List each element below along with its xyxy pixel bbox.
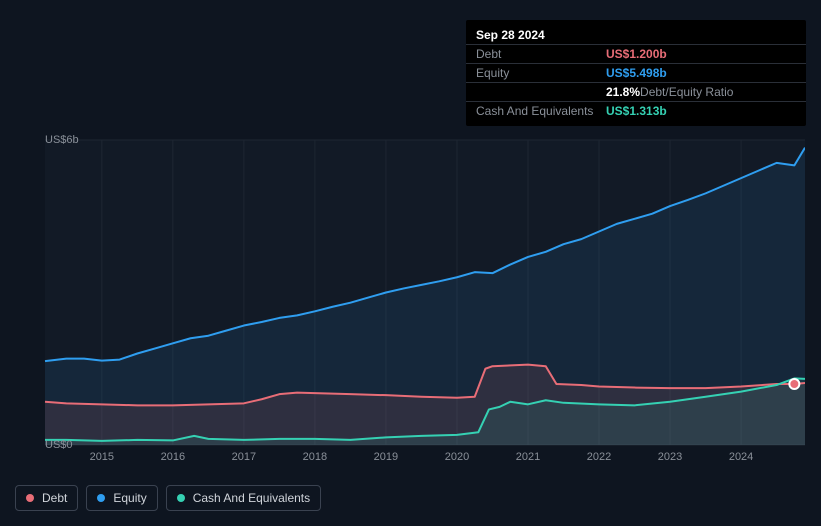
chart-svg <box>15 125 805 465</box>
legend-label: Cash And Equivalents <box>193 491 310 505</box>
tooltip-row: 21.8% Debt/Equity Ratio <box>466 83 806 102</box>
tooltip-suffix: Debt/Equity Ratio <box>640 85 733 99</box>
tooltip-row: EquityUS$5.498b <box>466 64 806 83</box>
x-axis-label: 2018 <box>303 445 327 463</box>
legend-dot <box>26 494 34 502</box>
x-axis-label: 2022 <box>587 445 611 463</box>
x-axis-label: 2020 <box>445 445 469 463</box>
tooltip-value: US$1.200b <box>606 47 667 61</box>
financial-chart[interactable]: US$0 US$6b 2015 2016 2017 2018 2019 2020 2021 20… <box>15 125 805 465</box>
legend-item-equity[interactable]: Equity <box>86 485 157 511</box>
tooltip-date: Sep 28 2024 <box>476 28 545 42</box>
legend-item-debt[interactable]: Debt <box>15 485 78 511</box>
tooltip-label: Debt <box>476 47 606 61</box>
tooltip-value: 21.8% <box>606 85 640 99</box>
tooltip-row: Cash And EquivalentsUS$1.313b <box>466 102 806 120</box>
data-tooltip: Sep 28 2024 DebtUS$1.200bEquityUS$5.498b… <box>466 20 806 126</box>
x-axis-label: 2016 <box>161 445 185 463</box>
legend-dot <box>97 494 105 502</box>
tooltip-value: US$1.313b <box>606 104 667 118</box>
legend-label: Debt <box>42 491 67 505</box>
x-axis-label: 2017 <box>232 445 256 463</box>
legend-dot <box>177 494 185 502</box>
x-axis-label: 2015 <box>90 445 114 463</box>
x-axis-label: 2024 <box>729 445 753 463</box>
legend-label: Equity <box>113 491 146 505</box>
y-axis-label: US$6b <box>45 134 49 146</box>
x-axis-label: 2019 <box>374 445 398 463</box>
tooltip-label <box>476 85 606 99</box>
legend: Debt Equity Cash And Equivalents <box>15 485 321 511</box>
tooltip-value: US$5.498b <box>606 66 667 80</box>
legend-item-cash-and-equivalents[interactable]: Cash And Equivalents <box>166 485 321 511</box>
tooltip-label: Equity <box>476 66 606 80</box>
tooltip-date-row: Sep 28 2024 <box>466 26 806 45</box>
x-axis-label: 2021 <box>516 445 540 463</box>
y-axis-label: US$0 <box>45 439 49 451</box>
tooltip-label: Cash And Equivalents <box>476 104 606 118</box>
x-axis-label: 2023 <box>658 445 682 463</box>
tooltip-row: DebtUS$1.200b <box>466 45 806 64</box>
